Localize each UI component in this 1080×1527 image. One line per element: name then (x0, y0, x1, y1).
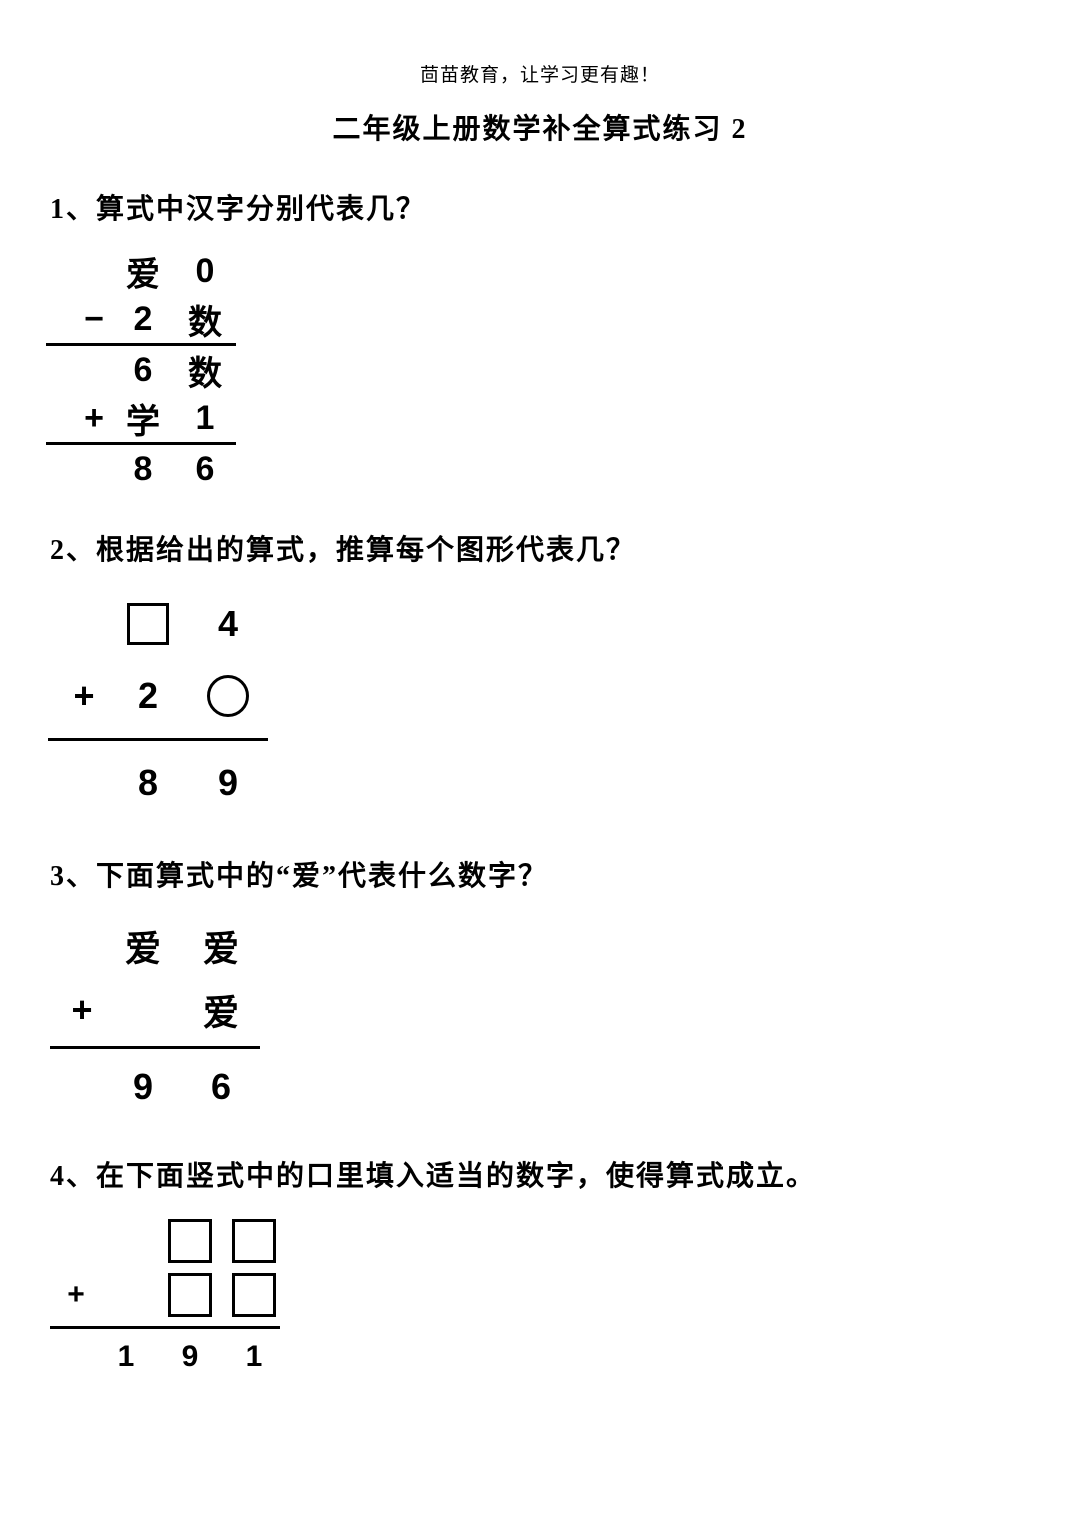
q4-r1-a (158, 1214, 222, 1268)
q2-r2-op: + (60, 660, 108, 732)
q4-r2-b (222, 1268, 286, 1322)
q4-r3-a: 1 (94, 1333, 158, 1381)
q1-r4-op: + (76, 394, 112, 442)
q1-r5-b: 6 (174, 445, 236, 493)
q4-r3-c: 1 (222, 1333, 286, 1381)
square-icon (232, 1273, 276, 1317)
q1-vertical: 爱 0 − 2 数 6 数 + 学 1 8 6 (76, 247, 236, 493)
question-3: 3、下面算式中的“爱”代表什么数字？ 爱 爱 + 爱 9 6 (50, 854, 1030, 1124)
q2-r2-a: 2 (108, 660, 188, 732)
q3-r3-b: 6 (182, 1055, 260, 1119)
q3-r1-b: 爱 (182, 914, 260, 978)
q1-r2-op: − (76, 295, 112, 343)
q3-r3-a: 9 (104, 1055, 182, 1119)
page-title: 二年级上册数学补全算式练习 2 (50, 107, 1030, 147)
q1-r3-a: 6 (112, 346, 174, 394)
q2-r1-a (108, 588, 188, 660)
q4-rule (50, 1326, 280, 1329)
q4-r2-spacer (94, 1268, 158, 1322)
q2-r3-a: 8 (108, 747, 188, 819)
q2-r1-op (60, 588, 108, 660)
q2-r2-b (188, 660, 268, 732)
q2-r3-b: 9 (188, 747, 268, 819)
q4-label: 4、在下面竖式中的口里填入适当的数字，使得算式成立。 (50, 1154, 1030, 1194)
question-1: 1、算式中汉字分别代表几？ 爱 0 − 2 数 6 数 + 学 1 (50, 187, 1030, 498)
q4-r2-op: + (58, 1268, 94, 1322)
q3-r1-a: 爱 (104, 914, 182, 978)
square-icon (127, 603, 169, 645)
circle-icon (207, 675, 249, 717)
q3-r2-op: + (60, 978, 104, 1042)
q3-vertical: 爱 爱 + 爱 9 6 (58, 914, 260, 1119)
header-text: 茴苗教育，让学习更有趣！ (50, 60, 1030, 87)
page: 茴苗教育，让学习更有趣！ 二年级上册数学补全算式练习 2 1、算式中汉字分别代表… (0, 0, 1080, 1466)
square-icon (232, 1219, 276, 1263)
q4-r1-b (222, 1214, 286, 1268)
q2-vertical: 4 + 2 8 9 (58, 588, 268, 819)
q3-r2-b: 爱 (182, 978, 260, 1042)
q3-r2-a (104, 978, 182, 1042)
q2-label: 2、根据给出的算式，推算每个图形代表几？ (50, 528, 1030, 568)
q1-r3-b: 数 (174, 346, 236, 394)
q1-r5-a: 8 (112, 445, 174, 493)
q3-r3-op (60, 1055, 104, 1119)
q3-label: 3、下面算式中的“爱”代表什么数字？ (50, 854, 1030, 894)
q1-r5-op (76, 445, 112, 493)
q2-r3-op (60, 747, 108, 819)
q1-r1-op (76, 247, 112, 295)
q4-r1-spacer (94, 1214, 158, 1268)
q2-r1-b: 4 (188, 588, 268, 660)
q1-label: 1、算式中汉字分别代表几？ (50, 187, 1030, 227)
q1-r4-a: 学 (112, 394, 174, 442)
q4-r3-op (58, 1333, 94, 1381)
q1-r3-op (76, 346, 112, 394)
q4-vertical: + 1 9 1 (58, 1214, 286, 1381)
q2-rule (48, 738, 268, 741)
question-4: 4、在下面竖式中的口里填入适当的数字，使得算式成立。 + 1 9 1 (50, 1154, 1030, 1386)
q1-r1-b: 0 (174, 247, 236, 295)
square-icon (168, 1219, 212, 1263)
question-2: 2、根据给出的算式，推算每个图形代表几？ 4 + 2 8 9 (50, 528, 1030, 824)
q3-rule (50, 1046, 260, 1049)
q1-r4-b: 1 (174, 394, 236, 442)
q4-r2-a (158, 1268, 222, 1322)
q3-r1-op (60, 914, 104, 978)
q4-r1-op (58, 1214, 94, 1268)
q4-r3-b: 9 (158, 1333, 222, 1381)
q1-r2-a: 2 (112, 295, 174, 343)
q1-r1-a: 爱 (112, 247, 174, 295)
q1-r2-b: 数 (174, 295, 236, 343)
square-icon (168, 1273, 212, 1317)
